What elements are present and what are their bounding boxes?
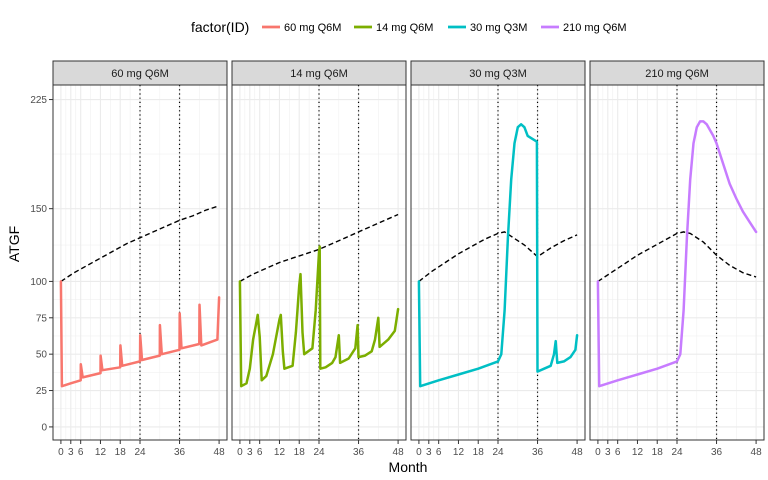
dashed-series-line — [60, 205, 220, 282]
y-tick-label: 225 — [30, 95, 47, 106]
series-line — [59, 280, 221, 388]
series-line — [596, 120, 758, 388]
legend-label-3: 30 mg Q3M — [470, 22, 527, 34]
x-tick-label: 3 — [247, 447, 253, 458]
x-tick-label: 36 — [532, 447, 544, 458]
x-tick-label: 3 — [426, 447, 432, 458]
x-tick-label: 12 — [453, 447, 465, 458]
x-tick-label: 12 — [632, 447, 644, 458]
y-tick-label: 50 — [36, 350, 48, 361]
x-tick-label: 18 — [115, 447, 127, 458]
series-line — [238, 245, 400, 388]
legend-label-1: 60 mg Q6M — [284, 22, 341, 34]
facet-strip — [52, 60, 228, 86]
y-tick-label: 0 — [41, 422, 47, 433]
y-axis: 0 25 50 75 100 150 225 — [30, 95, 53, 433]
x-tick-label: 24 — [134, 447, 146, 458]
facet-strip — [589, 60, 765, 86]
x-tick-label: 3 — [605, 447, 611, 458]
legend-title: factor(ID) — [191, 19, 249, 35]
x-tick-label: 6 — [257, 447, 263, 458]
series-line — [417, 123, 579, 388]
x-tick-label: 0 — [58, 447, 64, 458]
legend-label-4: 210 mg Q6M — [563, 22, 627, 34]
x-tick-label: 6 — [436, 447, 442, 458]
y-tick-label: 100 — [30, 277, 47, 288]
x-tick-label: 12 — [95, 447, 107, 458]
facet-strip-label: 210 mg Q6M — [645, 68, 709, 80]
x-tick-label: 12 — [274, 447, 286, 458]
x-tick-label: 36 — [353, 447, 365, 458]
x-tick-label: 18 — [652, 447, 664, 458]
x-tick-label: 6 — [615, 447, 621, 458]
facet-strip — [231, 60, 407, 86]
x-tick-label: 3 — [68, 447, 74, 458]
x-tick-label: 0 — [416, 447, 422, 458]
facet-strip-label: 30 mg Q3M — [469, 68, 526, 80]
x-tick-label: 24 — [492, 447, 504, 458]
x-tick-label: 0 — [595, 447, 601, 458]
x-tick-label: 24 — [313, 447, 325, 458]
x-tick-label: 36 — [174, 447, 186, 458]
x-tick-label: 48 — [214, 447, 226, 458]
y-tick-label: 150 — [30, 204, 47, 215]
dashed-series-line — [418, 231, 578, 282]
y-axis-title: ATGF — [6, 226, 22, 262]
x-tick-label: 48 — [572, 447, 584, 458]
y-tick-label: 75 — [36, 313, 48, 324]
facet-strip-label: 60 mg Q6M — [111, 68, 168, 80]
dashed-series-line — [597, 231, 757, 282]
facet-strip-label: 14 mg Q6M — [290, 68, 347, 80]
x-tick-label: 24 — [671, 447, 683, 458]
y-tick-label: 25 — [36, 386, 48, 397]
x-tick-label: 48 — [751, 447, 763, 458]
x-tick-label: 18 — [473, 447, 485, 458]
x-tick-label: 0 — [237, 447, 243, 458]
x-tick-label: 48 — [393, 447, 405, 458]
legend: factor(ID) 60 mg Q6M 14 mg Q6M 30 mg Q3M 21… — [191, 19, 627, 35]
x-tick-label: 18 — [294, 447, 306, 458]
x-tick-label: 6 — [78, 447, 84, 458]
x-tick-label: 36 — [711, 447, 723, 458]
legend-label-2: 14 mg Q6M — [376, 22, 433, 34]
x-axis-title: Month — [389, 459, 428, 475]
